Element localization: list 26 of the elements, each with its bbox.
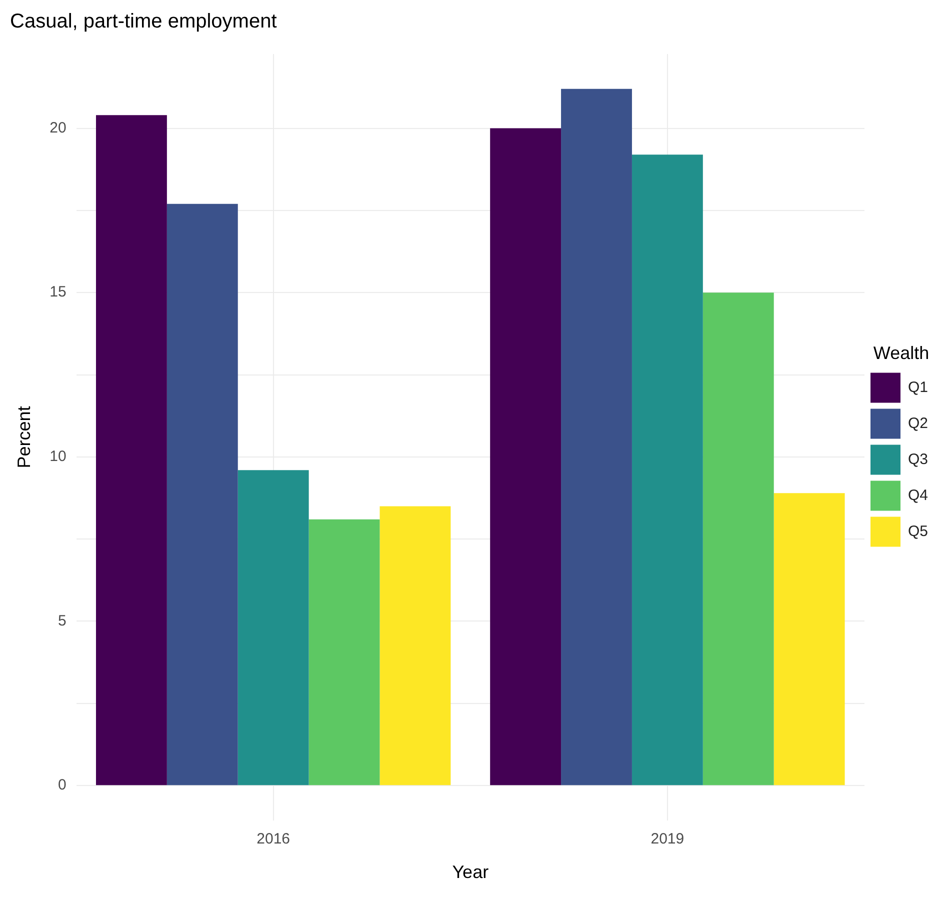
y-tick-label: 15 — [50, 284, 66, 301]
legend-label: Q2 — [908, 414, 928, 432]
bar — [561, 88, 632, 786]
bar — [380, 506, 451, 786]
bar — [96, 115, 167, 786]
bar — [308, 519, 380, 786]
y-axis-title: Percent — [14, 406, 34, 468]
y-tick-label: 5 — [58, 612, 66, 630]
y-tick-label: 10 — [50, 448, 66, 466]
legend-label: Q3 — [908, 450, 928, 468]
legend-label: Q1 — [908, 378, 928, 396]
x-tick-label: 2019 — [650, 830, 684, 848]
legend-label: Q5 — [908, 522, 928, 540]
x-axis-title: Year — [452, 862, 489, 882]
legend-title: Wealth — [873, 343, 930, 364]
bar — [632, 154, 703, 786]
y-tick-label: 0 — [58, 776, 66, 794]
legend-label: Q4 — [908, 486, 928, 504]
bar — [702, 292, 774, 786]
bar — [238, 470, 309, 786]
x-tick-label: 2016 — [256, 830, 290, 848]
y-tick-label: 20 — [50, 119, 66, 136]
bar — [490, 128, 562, 786]
chart-title: Casual, part-time employment — [10, 10, 278, 33]
bar — [166, 204, 238, 786]
bar — [774, 493, 845, 786]
